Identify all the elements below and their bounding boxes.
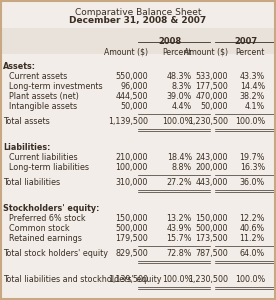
Text: 50,000: 50,000 <box>121 102 148 111</box>
Text: 470,000: 470,000 <box>195 92 228 101</box>
Text: Current assets: Current assets <box>9 72 67 81</box>
Text: Retained earnings: Retained earnings <box>9 234 82 243</box>
Text: Assets:: Assets: <box>3 62 36 71</box>
Text: 36.0%: 36.0% <box>240 178 265 187</box>
Text: 50,000: 50,000 <box>200 102 228 111</box>
Text: 310,000: 310,000 <box>116 178 148 187</box>
Text: 43.3%: 43.3% <box>240 72 265 81</box>
Text: Long-term liabilities: Long-term liabilities <box>9 163 89 172</box>
Text: 787,500: 787,500 <box>195 249 228 258</box>
Text: 500,000: 500,000 <box>115 224 148 233</box>
Text: 1,139,500: 1,139,500 <box>108 275 148 284</box>
Text: Amount ($): Amount ($) <box>184 48 228 57</box>
Text: December 31, 2008 & 2007: December 31, 2008 & 2007 <box>69 16 207 25</box>
Text: Preferred 6% stock: Preferred 6% stock <box>9 214 86 223</box>
Text: 27.2%: 27.2% <box>166 178 192 187</box>
Text: Comparative Balance Sheet: Comparative Balance Sheet <box>75 8 201 17</box>
Text: Amount ($): Amount ($) <box>104 48 148 57</box>
Text: Percent: Percent <box>236 48 265 57</box>
Text: 15.7%: 15.7% <box>166 234 192 243</box>
Text: 100.0%: 100.0% <box>162 275 192 284</box>
Text: 18.4%: 18.4% <box>167 153 192 162</box>
Text: 173,500: 173,500 <box>195 234 228 243</box>
Text: 8.8%: 8.8% <box>172 163 192 172</box>
Text: 100.0%: 100.0% <box>235 275 265 284</box>
Text: 72.8%: 72.8% <box>166 249 192 258</box>
Text: 210,000: 210,000 <box>115 153 148 162</box>
Text: 200,000: 200,000 <box>195 163 228 172</box>
Text: Total liabilities and stockholders' equity: Total liabilities and stockholders' equi… <box>3 275 161 284</box>
Text: Stockholders' equity:: Stockholders' equity: <box>3 204 99 213</box>
Text: 64.0%: 64.0% <box>240 249 265 258</box>
Text: 14.4%: 14.4% <box>240 82 265 91</box>
Text: 43.9%: 43.9% <box>167 224 192 233</box>
Text: 48.3%: 48.3% <box>167 72 192 81</box>
Text: 100.0%: 100.0% <box>235 117 265 126</box>
Text: 150,000: 150,000 <box>195 214 228 223</box>
Text: Percent: Percent <box>163 48 192 57</box>
Text: 40.6%: 40.6% <box>240 224 265 233</box>
Text: 1,139,500: 1,139,500 <box>108 117 148 126</box>
Text: 550,000: 550,000 <box>115 72 148 81</box>
Text: Liabilities:: Liabilities: <box>3 143 51 152</box>
Text: 38.2%: 38.2% <box>240 92 265 101</box>
Text: 19.7%: 19.7% <box>240 153 265 162</box>
Text: 2008: 2008 <box>158 37 182 46</box>
Bar <box>2 28 274 54</box>
Text: 100.0%: 100.0% <box>162 117 192 126</box>
Text: 444,500: 444,500 <box>115 92 148 101</box>
Text: 533,000: 533,000 <box>195 72 228 81</box>
Text: 11.2%: 11.2% <box>240 234 265 243</box>
Text: Total assets: Total assets <box>3 117 50 126</box>
Text: 243,000: 243,000 <box>195 153 228 162</box>
Text: 2007: 2007 <box>234 37 258 46</box>
Text: Total liabilities: Total liabilities <box>3 178 60 187</box>
Text: 1,230,500: 1,230,500 <box>188 275 228 284</box>
Text: 4.4%: 4.4% <box>172 102 192 111</box>
Text: 96,000: 96,000 <box>121 82 148 91</box>
Text: 1,230,500: 1,230,500 <box>188 117 228 126</box>
Text: 13.2%: 13.2% <box>167 214 192 223</box>
Text: 177,500: 177,500 <box>195 82 228 91</box>
Text: 829,500: 829,500 <box>115 249 148 258</box>
Text: Current liabilities: Current liabilities <box>9 153 78 162</box>
Text: Total stock holders' equity: Total stock holders' equity <box>3 249 108 258</box>
Text: 100,000: 100,000 <box>116 163 148 172</box>
Text: 16.3%: 16.3% <box>240 163 265 172</box>
Text: Plant assets (net): Plant assets (net) <box>9 92 79 101</box>
Text: 179,500: 179,500 <box>115 234 148 243</box>
Text: 39.0%: 39.0% <box>167 92 192 101</box>
Text: Common stock: Common stock <box>9 224 70 233</box>
Text: 500,000: 500,000 <box>195 224 228 233</box>
Text: 150,000: 150,000 <box>115 214 148 223</box>
Text: 443,000: 443,000 <box>196 178 228 187</box>
Text: Intangible assets: Intangible assets <box>9 102 77 111</box>
Text: Long-term investments: Long-term investments <box>9 82 103 91</box>
Text: 8.3%: 8.3% <box>172 82 192 91</box>
Text: 12.2%: 12.2% <box>240 214 265 223</box>
Text: 4.1%: 4.1% <box>245 102 265 111</box>
